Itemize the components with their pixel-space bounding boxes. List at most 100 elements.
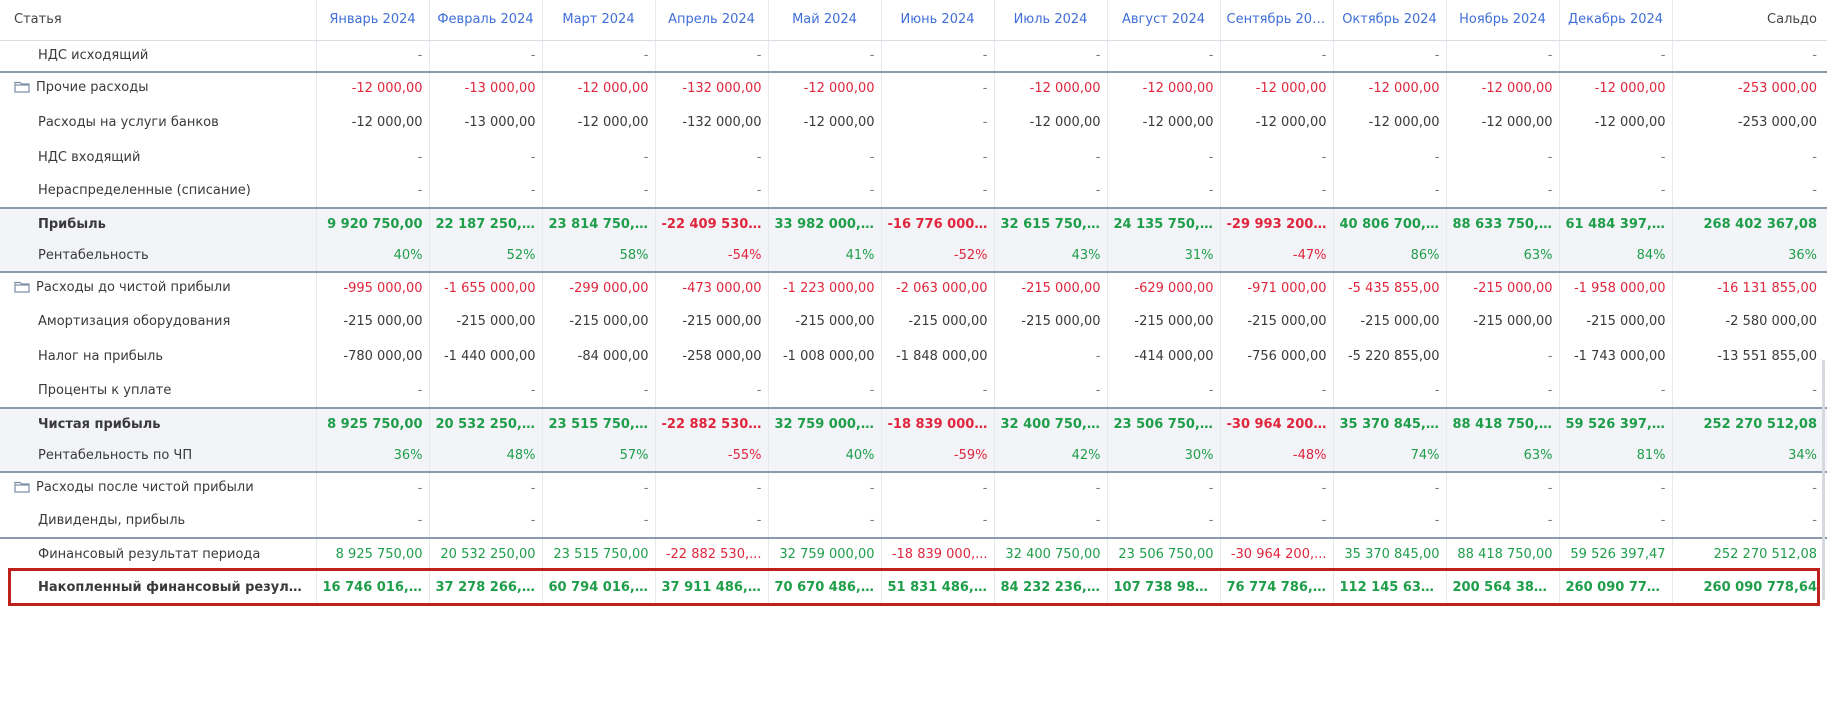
value-cell: -12 000,00 — [316, 71, 430, 104]
value-cell: - — [994, 40, 1108, 72]
value-cell: 37 911 486,17 — [655, 570, 769, 604]
row-bank-fees[interactable]: Расходы на услуги банков -12 000,00 -13 00… — [0, 104, 1827, 140]
column-header-month[interactable]: Январь 2024 — [316, 0, 430, 41]
row-cumulative-result[interactable]: Накопленный финансовый результат 16 746 0… — [0, 570, 1827, 604]
value-cell: - — [429, 504, 543, 538]
value-cell: 23 814 750,00 — [542, 207, 656, 240]
value-cell: -1 008 000,00 — [768, 338, 882, 374]
value-cell: 30% — [1107, 440, 1221, 472]
total-cell: 34% — [1672, 440, 1827, 472]
value-cell: 20 532 250,00 — [429, 537, 543, 570]
row-profitability[interactable]: Рентабельность 40% 52% 58% -54% 41% -52% 43% 31%… — [0, 240, 1827, 272]
value-cell: 32 400 750,00 — [994, 407, 1108, 440]
value-cell: -473 000,00 — [655, 271, 769, 304]
value-cell: 16 746 016,56 — [316, 570, 430, 604]
value-cell: -18 839 000,00 — [881, 407, 995, 440]
value-cell: - — [655, 40, 769, 72]
row-unallocated[interactable]: Нераспределенные (списание) - - - - - - - - - - - - - — [0, 174, 1827, 208]
row-vat-out[interactable]: НДС исходящий - - - - - - - - - - - - - — [0, 40, 1827, 72]
value-cell: -215 000,00 — [1107, 304, 1221, 338]
value-cell: 40% — [768, 440, 882, 472]
value-cell: -299 000,00 — [542, 271, 656, 304]
value-cell: -995 000,00 — [316, 271, 430, 304]
value-cell: -12 000,00 — [768, 71, 882, 104]
row-label: Рентабельность — [0, 240, 317, 272]
value-cell: 76 774 786,17 — [1220, 570, 1334, 604]
row-net-profitability[interactable]: Рентабельность по ЧП 36% 48% 57% -55% 40% -59%… — [0, 440, 1827, 472]
column-header-month[interactable]: Февраль 2024 — [429, 0, 543, 41]
value-cell: - — [655, 471, 769, 504]
value-cell: 112 145 631,17 — [1333, 570, 1447, 604]
value-cell: 35 370 845,00 — [1333, 537, 1447, 570]
row-income-tax[interactable]: Налог на прибыль -780 000,00 -1 440 000,00… — [0, 338, 1827, 374]
row-expenses-after-net[interactable]: Расходы после чистой прибыли - - - - - - - - - - - -… — [0, 471, 1827, 504]
value-cell: 41% — [768, 240, 882, 272]
value-cell: - — [1333, 471, 1447, 504]
value-cell: -12 000,00 — [1446, 71, 1560, 104]
row-depreciation[interactable]: Амортизация оборудования -215 000,00 -215 … — [0, 304, 1827, 338]
total-cell: - — [1812, 513, 1817, 528]
column-header-month[interactable]: Март 2024 — [542, 0, 656, 41]
column-header-month[interactable]: Апрель 2024 — [655, 0, 769, 41]
column-header-month[interactable]: Декабрь 2024 — [1559, 0, 1673, 41]
value-cell: 88 418 750,00 — [1446, 537, 1560, 570]
value-cell: 74% — [1333, 440, 1447, 472]
column-header-label: Статья — [0, 0, 317, 41]
value-cell: 8 925 750,00 — [316, 407, 430, 440]
value-cell: -18 839 000,... — [881, 537, 995, 570]
value-cell: - — [429, 374, 543, 408]
value-cell: 23 506 750,00 — [1107, 537, 1221, 570]
value-cell: - — [768, 374, 882, 408]
row-vat-in[interactable]: НДС входящий - - - - - - - - - - - - - — [0, 140, 1827, 174]
row-label-text: Накопленный финансовый результат — [38, 579, 316, 595]
row-label: Чистая прибыль — [0, 407, 317, 440]
total-cell: 36% — [1672, 240, 1827, 272]
row-net-profit[interactable]: Чистая прибыль 8 925 750,00 20 532 250,00 2… — [0, 407, 1827, 440]
row-label-text: Рентабельность — [38, 248, 149, 263]
folder-icon[interactable] — [14, 280, 30, 297]
column-header-month[interactable]: Июнь 2024 — [881, 0, 995, 41]
value-cell: 60 794 016,56 — [542, 570, 656, 604]
value-cell: -215 000,00 — [881, 304, 995, 338]
column-header-month[interactable]: Июль 2024 — [994, 0, 1108, 41]
value-cell: 200 564 381,17 — [1446, 570, 1560, 604]
column-header-month[interactable]: Октябрь 2024 — [1333, 0, 1447, 41]
value-cell: - — [429, 40, 543, 72]
row-profit[interactable]: Прибыль 9 920 750,00 22 187 250,00 23 814 7… — [0, 207, 1827, 240]
financial-report: Статья Январь 2024 Февраль 2024 Март 202… — [0, 0, 1827, 606]
total-cell: 252 270 512,08 — [1672, 537, 1827, 570]
row-period-result[interactable]: Финансовый результат периода 8 925 750,00… — [0, 537, 1827, 570]
value-cell: -48% — [1220, 440, 1334, 472]
row-interest[interactable]: Проценты к уплате - - - - - - - - - - - - - — [0, 374, 1827, 408]
value-cell: -756 000,00 — [1220, 338, 1334, 374]
value-cell: -414 000,00 — [1107, 338, 1221, 374]
value-cell: - — [1559, 40, 1673, 72]
row-other-expenses[interactable]: Прочие расходы -12 000,00 -13 000,00 -12 00… — [0, 71, 1827, 104]
row-label-text: Расходы после чистой прибыли — [36, 480, 254, 495]
value-cell: - — [994, 338, 1108, 374]
row-label: Финансовый результат периода — [0, 537, 317, 570]
value-cell: 81% — [1559, 440, 1673, 472]
value-cell: - — [1107, 174, 1221, 208]
folder-icon[interactable] — [14, 480, 30, 497]
column-header-month[interactable]: Май 2024 — [768, 0, 882, 41]
column-header-month[interactable]: Август 2024 — [1107, 0, 1221, 41]
row-label-text: Нераспределенные (списание) — [38, 183, 251, 198]
value-cell: - — [316, 40, 430, 72]
column-header-month[interactable]: Сентябрь 2024 — [1220, 0, 1334, 41]
value-cell: 31% — [1107, 240, 1221, 272]
row-label: Проценты к уплате — [0, 374, 317, 408]
value-cell: - — [881, 71, 995, 104]
vertical-scrollbar[interactable] — [1822, 360, 1825, 600]
column-header-month[interactable]: Ноябрь 2024 — [1446, 0, 1560, 41]
row-expenses-before-net[interactable]: Расходы до чистой прибыли -995 000,00 -1 6… — [0, 271, 1827, 304]
value-cell: -54% — [655, 240, 769, 272]
table-body: НДС исходящий - - - - - - - - - - - - - Прочие расходы… — [0, 40, 1827, 604]
folder-icon[interactable] — [14, 80, 30, 97]
value-cell: -12 000,00 — [542, 104, 656, 140]
value-cell: - — [1107, 40, 1221, 72]
value-cell: - — [542, 40, 656, 72]
value-cell: -12 000,00 — [1559, 104, 1673, 140]
value-cell: -12 000,00 — [994, 104, 1108, 140]
row-dividends[interactable]: Дивиденды, прибыль - - - - - - - - - - - - - — [0, 504, 1827, 538]
